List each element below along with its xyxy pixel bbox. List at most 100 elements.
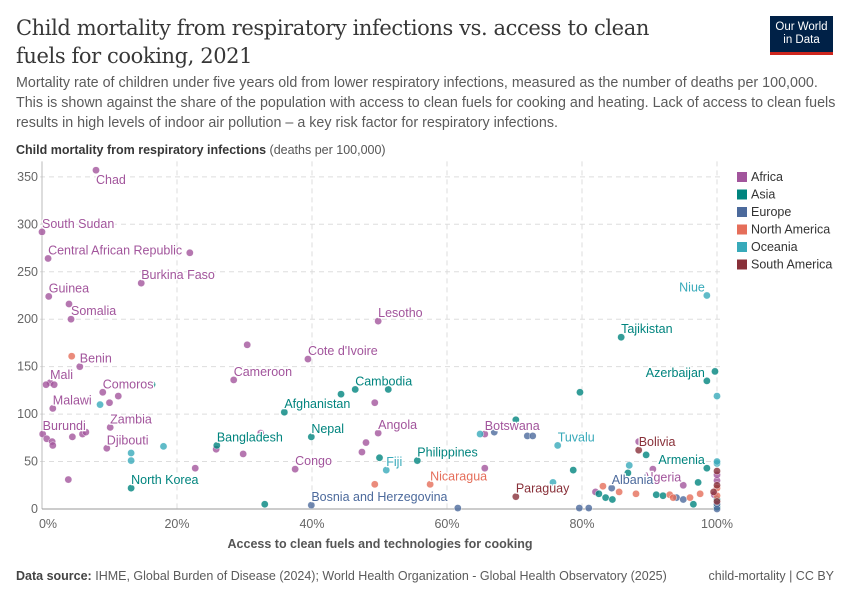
data-point[interactable]	[229, 376, 238, 384]
data-point[interactable]	[105, 398, 114, 407]
data-point[interactable]	[114, 392, 123, 400]
data-point[interactable]	[239, 450, 247, 458]
data-point[interactable]	[549, 478, 557, 487]
data-point[interactable]	[186, 248, 194, 257]
data-point[interactable]	[634, 437, 643, 446]
data-point[interactable]	[384, 385, 393, 394]
data-point[interactable]	[652, 490, 661, 499]
legend-item[interactable]: South America	[737, 258, 832, 272]
data-point[interactable]	[632, 490, 640, 498]
data-point[interactable]	[713, 505, 721, 513]
data-point[interactable]	[44, 254, 52, 263]
data-point[interactable]	[694, 478, 702, 487]
data-point[interactable]	[68, 433, 77, 441]
data-point[interactable]	[615, 488, 623, 496]
data-point[interactable]	[426, 480, 434, 489]
owid-logo[interactable]: Our World in Data	[770, 16, 833, 55]
data-point[interactable]	[280, 408, 289, 417]
data-point[interactable]	[709, 488, 718, 496]
data-point[interactable]	[659, 491, 667, 500]
data-point[interactable]	[148, 380, 156, 389]
data-point[interactable]	[374, 317, 382, 325]
data-point[interactable]	[243, 341, 251, 349]
data-point[interactable]	[634, 446, 643, 454]
data-point[interactable]	[213, 441, 221, 450]
data-point[interactable]	[260, 500, 269, 509]
data-point[interactable]	[256, 429, 265, 437]
data-point[interactable]	[307, 501, 316, 510]
data-point[interactable]	[625, 461, 634, 470]
data-point[interactable]	[49, 404, 57, 413]
data-point[interactable]	[370, 398, 379, 407]
data-point[interactable]	[490, 428, 499, 436]
data-point[interactable]	[98, 388, 107, 397]
data-point[interactable]	[127, 484, 135, 492]
data-point[interactable]	[679, 495, 688, 504]
data-point[interactable]	[713, 467, 721, 475]
data-point[interactable]	[476, 430, 484, 438]
data-point[interactable]	[337, 390, 345, 398]
data-point[interactable]	[703, 464, 711, 472]
data-point[interactable]	[689, 500, 698, 509]
data-point[interactable]	[50, 380, 58, 389]
data-point[interactable]	[713, 481, 721, 490]
data-point[interactable]	[374, 429, 382, 437]
legend-item[interactable]: Europe	[737, 205, 791, 219]
data-point[interactable]	[191, 464, 200, 472]
data-point[interactable]	[38, 228, 46, 236]
data-point[interactable]	[370, 480, 379, 489]
data-point[interactable]	[642, 451, 650, 459]
data-point[interactable]	[351, 385, 360, 394]
data-point[interactable]	[92, 166, 100, 175]
data-point[interactable]	[65, 300, 73, 308]
data-point[interactable]	[703, 377, 711, 385]
data-point[interactable]	[44, 292, 53, 301]
data-point[interactable]	[42, 380, 50, 389]
data-point[interactable]	[358, 448, 366, 456]
data-point[interactable]	[67, 352, 76, 361]
data-point[interactable]	[291, 465, 299, 473]
data-point[interactable]	[159, 442, 168, 451]
data-point[interactable]	[713, 392, 721, 400]
data-point[interactable]	[696, 490, 704, 498]
data-point[interactable]	[82, 428, 90, 436]
data-point[interactable]	[76, 362, 84, 371]
data-point[interactable]	[106, 423, 114, 432]
data-point[interactable]	[711, 367, 719, 376]
data-point[interactable]	[382, 466, 391, 474]
data-point[interactable]	[703, 291, 711, 300]
data-point[interactable]	[304, 355, 312, 363]
legend-item[interactable]: Oceania	[737, 240, 798, 254]
data-point[interactable]	[127, 449, 135, 457]
data-point[interactable]	[624, 469, 632, 477]
data-point[interactable]	[713, 497, 721, 506]
data-point[interactable]	[512, 415, 520, 424]
data-point[interactable]	[599, 482, 607, 491]
data-point[interactable]	[127, 456, 135, 465]
data-point[interactable]	[307, 433, 316, 441]
data-point[interactable]	[453, 504, 462, 512]
data-point[interactable]	[96, 400, 104, 409]
data-point[interactable]	[569, 466, 578, 474]
data-point[interactable]	[601, 493, 610, 502]
data-point[interactable]	[679, 481, 688, 490]
data-point[interactable]	[553, 441, 562, 450]
data-point[interactable]	[584, 504, 593, 512]
data-point[interactable]	[686, 493, 694, 502]
data-point[interactable]	[67, 315, 75, 324]
data-point[interactable]	[649, 465, 657, 473]
data-point[interactable]	[575, 504, 584, 512]
data-point[interactable]	[103, 444, 111, 453]
data-point[interactable]	[595, 490, 603, 498]
data-point[interactable]	[375, 453, 384, 462]
data-point[interactable]	[669, 493, 677, 502]
data-point[interactable]	[608, 495, 617, 504]
data-point[interactable]	[362, 438, 370, 447]
data-point[interactable]	[480, 464, 489, 472]
data-point[interactable]	[576, 388, 584, 397]
credit[interactable]: child-mortality | CC BY	[708, 569, 835, 583]
legend-item[interactable]: North America	[737, 223, 830, 237]
data-point[interactable]	[413, 456, 422, 465]
data-point[interactable]	[137, 279, 146, 287]
data-point[interactable]	[713, 457, 721, 466]
